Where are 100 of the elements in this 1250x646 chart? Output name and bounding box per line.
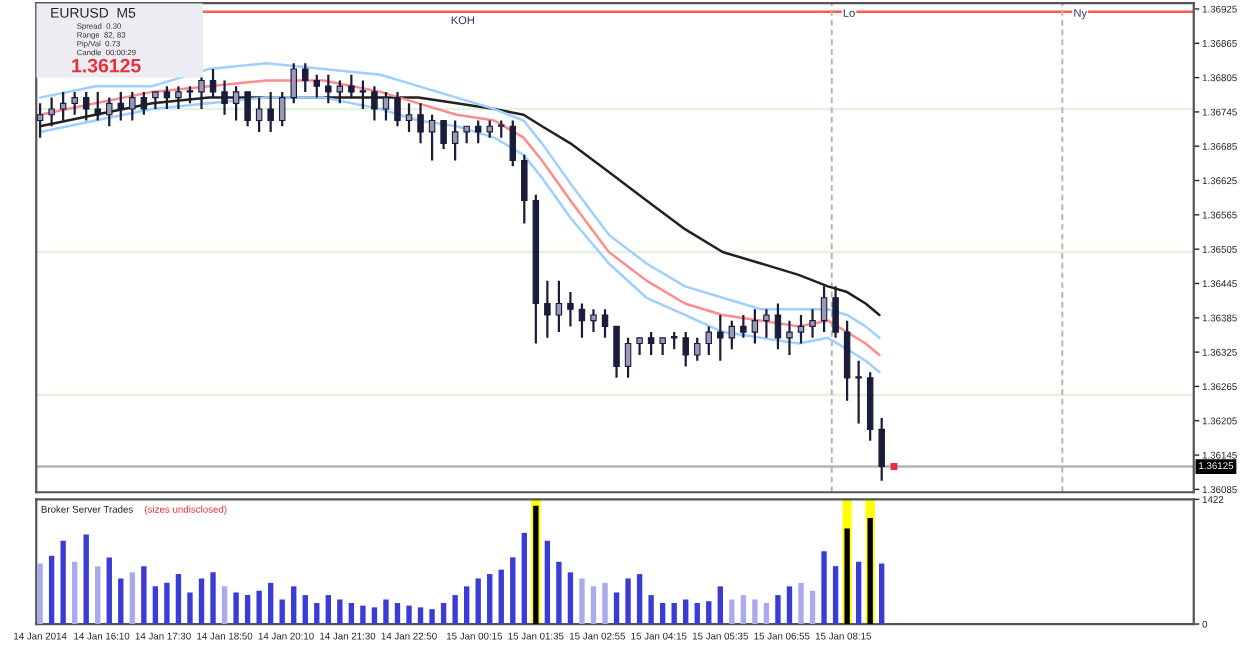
bar (832, 566, 839, 625)
bar (118, 578, 124, 625)
candlestick (198, 73, 205, 111)
candlestick (175, 85, 182, 111)
bar (487, 574, 493, 625)
candlestick (36, 102, 44, 139)
candlestick (682, 330, 689, 368)
candlestick (94, 90, 101, 122)
candlestick (302, 62, 309, 93)
bar (740, 595, 747, 625)
candlestick (348, 73, 355, 99)
bar (302, 595, 308, 625)
candlestick (774, 302, 782, 351)
candlestick (359, 79, 367, 111)
bar (429, 609, 435, 625)
bar (394, 602, 401, 625)
candlestick (451, 119, 459, 162)
candlestick (613, 325, 620, 379)
bar (233, 592, 239, 625)
candlestick (106, 96, 113, 128)
candlestick (474, 119, 482, 145)
candlestick (209, 67, 217, 99)
bar (706, 601, 712, 625)
bar (71, 561, 78, 625)
bar (60, 540, 66, 625)
bar (440, 602, 447, 625)
bar (141, 566, 147, 625)
candlestick (647, 330, 655, 357)
candlestick (693, 336, 701, 362)
bar (544, 540, 551, 625)
bar (95, 566, 101, 625)
candlestick (590, 308, 597, 334)
candlestick (232, 85, 240, 122)
candlestick (855, 359, 862, 425)
bar (463, 586, 470, 625)
bar (164, 582, 170, 625)
candlestick (371, 85, 378, 122)
candlestick (843, 319, 851, 402)
bar (694, 602, 700, 625)
bar (267, 582, 274, 625)
candlestick (555, 279, 563, 334)
candlestick (567, 290, 574, 328)
candlestick (809, 308, 816, 339)
candlestick (82, 90, 90, 122)
bar (348, 602, 355, 625)
bar (729, 599, 735, 625)
bar (210, 572, 216, 625)
bar (855, 561, 862, 625)
candlestick (325, 73, 332, 105)
candlestick (728, 319, 736, 351)
candlestick (417, 102, 424, 145)
candlestick (751, 308, 759, 345)
line-series (38, 96, 881, 317)
bar (106, 557, 112, 625)
bar (244, 595, 251, 625)
bar (510, 557, 516, 625)
candlestick (763, 308, 770, 339)
bar (175, 574, 182, 625)
bar (360, 605, 366, 625)
bar (613, 592, 620, 625)
bar (475, 578, 481, 625)
bar (129, 572, 136, 625)
bar (717, 586, 723, 625)
bar (406, 605, 412, 625)
bar (337, 599, 343, 625)
bar (567, 572, 574, 625)
bar (48, 555, 55, 625)
candlestick (544, 279, 551, 339)
bar (625, 578, 631, 625)
candlestick (820, 285, 828, 334)
bar (521, 532, 527, 625)
bar (879, 563, 885, 625)
candlestick (255, 96, 263, 134)
candlestick (221, 79, 228, 116)
candlestick (394, 90, 401, 128)
bar (775, 595, 781, 625)
candlestick (48, 96, 55, 128)
annotation: 1.36125 (72, 58, 141, 73)
bar (291, 586, 297, 625)
bar (648, 595, 654, 625)
bar (671, 602, 677, 625)
bar (37, 563, 43, 625)
bar (452, 595, 458, 625)
candlestick (832, 285, 839, 339)
bar (314, 602, 320, 625)
bar (659, 602, 666, 625)
candlestick (313, 73, 321, 99)
bar (763, 602, 770, 625)
bar (152, 586, 159, 625)
bar (786, 586, 793, 625)
bar (579, 578, 585, 625)
candlestick (278, 90, 286, 128)
candlestick (717, 313, 724, 362)
bar (590, 586, 597, 625)
candlestick (290, 62, 297, 105)
candlestick (578, 302, 586, 339)
candlestick (601, 308, 609, 339)
bar (417, 607, 424, 625)
candlestick (440, 119, 447, 151)
bar (636, 574, 643, 625)
